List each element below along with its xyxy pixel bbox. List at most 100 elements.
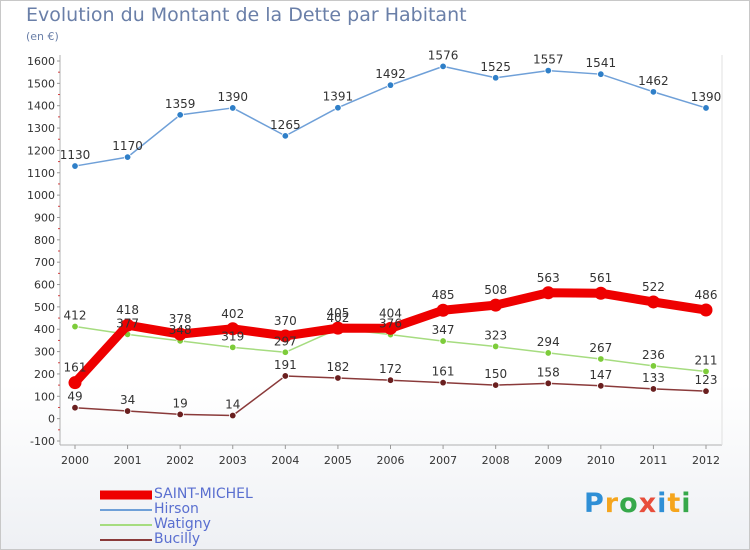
data-point-saint-michel: [489, 298, 503, 312]
data-point-watigny: [229, 343, 237, 352]
data-point-saint-michel: [68, 376, 82, 390]
logo-letter: t: [667, 488, 682, 519]
data-point-bucilly: [544, 379, 552, 388]
x-tick-label: 2001: [114, 454, 142, 467]
data-label-saint-michel: 485: [432, 288, 455, 302]
data-label-hirson: 1576: [428, 48, 459, 62]
x-tick-label: 2009: [534, 454, 562, 467]
data-point-hirson: [702, 104, 710, 112]
data-point-bucilly: [123, 407, 132, 415]
chart-subtitle: (en €): [26, 30, 59, 43]
data-label-saint-michel: 522: [642, 280, 665, 294]
data-label-hirson: 1390: [217, 90, 248, 104]
data-label-saint-michel: 404: [379, 306, 402, 320]
data-label-saint-michel: 402: [221, 307, 244, 321]
data-point-watigny: [702, 367, 710, 376]
y-tick-label: 1500: [27, 77, 55, 90]
data-label-watigny: 267: [589, 341, 612, 355]
data-point-bucilly: [439, 378, 447, 387]
y-tick-label: 1100: [27, 167, 55, 180]
data-point-bucilly: [491, 381, 500, 389]
data-point-hirson: [491, 74, 500, 82]
data-point-saint-michel: [646, 295, 660, 309]
data-label-bucilly: 150: [484, 367, 507, 381]
data-point-bucilly: [597, 382, 605, 390]
data-point-bucilly: [702, 387, 710, 395]
data-label-bucilly: 14: [225, 398, 240, 412]
y-tick-label: 800: [34, 234, 55, 247]
proxiti-logo: Proxiti: [584, 488, 692, 519]
data-point-watigny: [491, 342, 500, 351]
data-label-watigny: 211: [695, 353, 718, 367]
data-label-bucilly: 172: [379, 362, 402, 376]
data-label-bucilly: 34: [120, 393, 135, 407]
x-tick-label: 2003: [219, 454, 247, 467]
data-label-watigny: 319: [221, 329, 244, 343]
y-tick-label: -100: [30, 435, 55, 448]
logo-letter: P: [584, 488, 605, 519]
data-label-watigny: 236: [642, 348, 665, 362]
data-point-saint-michel: [331, 321, 345, 335]
data-point-watigny: [597, 355, 605, 363]
data-point-saint-michel: [121, 318, 135, 332]
data-point-hirson: [176, 111, 184, 119]
data-point-bucilly: [649, 385, 658, 393]
data-label-watigny: 294: [537, 335, 560, 349]
data-point-saint-michel: [699, 303, 713, 317]
legend-label: Watigny: [154, 516, 211, 532]
y-tick-label: 300: [34, 346, 55, 359]
logo-letter: i: [657, 488, 668, 519]
data-label-watigny: 376: [379, 317, 402, 331]
data-point-hirson: [439, 62, 447, 71]
data-point-hirson: [386, 81, 395, 89]
y-tick-label: 1400: [27, 100, 55, 113]
data-point-hirson: [649, 88, 658, 96]
data-label-watigny: 412: [64, 309, 87, 323]
data-label-bucilly: 123: [695, 373, 718, 387]
logo-letter: r: [604, 488, 620, 519]
x-tick-label: 2006: [377, 454, 405, 467]
data-point-bucilly: [176, 410, 184, 419]
y-tick-label: 700: [34, 256, 55, 269]
data-point-bucilly: [229, 411, 237, 420]
data-label-hirson: 1390: [691, 90, 722, 104]
logo-letter: x: [638, 488, 658, 519]
legend-swatch: [100, 523, 152, 526]
logo-letter: o: [619, 488, 639, 519]
legend-label: SAINT-MICHEL: [154, 486, 253, 502]
data-label-bucilly: 158: [537, 365, 560, 379]
data-point-saint-michel: [173, 327, 187, 341]
data-point-saint-michel: [436, 303, 450, 317]
data-point-bucilly: [386, 376, 395, 384]
data-label-bucilly: 161: [432, 365, 455, 379]
legend-swatch: [100, 538, 152, 541]
y-tick-label: 1300: [27, 122, 55, 135]
x-tick-label: 2002: [166, 454, 194, 467]
data-label-saint-michel: 418: [116, 303, 139, 317]
data-label-bucilly: 147: [589, 368, 612, 382]
data-label-hirson: 1462: [638, 74, 669, 88]
data-label-watigny: 348: [169, 323, 192, 337]
data-point-hirson: [123, 153, 132, 161]
data-point-hirson: [334, 104, 342, 112]
data-label-hirson: 1130: [60, 148, 91, 162]
data-label-watigny: 323: [484, 328, 507, 342]
logo-letter: i: [681, 488, 692, 519]
data-point-saint-michel: [384, 321, 397, 335]
data-label-saint-michel: 508: [484, 283, 507, 297]
data-point-saint-michel: [594, 286, 608, 300]
data-label-saint-michel: 561: [589, 271, 612, 285]
y-tick-label: 100: [34, 390, 55, 403]
data-point-hirson: [281, 132, 290, 140]
data-label-hirson: 1541: [586, 56, 617, 70]
data-point-saint-michel: [278, 329, 292, 343]
data-label-hirson: 1170: [112, 139, 143, 153]
data-label-hirson: 1359: [165, 97, 196, 111]
data-label-saint-michel: 563: [537, 271, 560, 285]
data-point-watigny: [544, 349, 552, 357]
y-tick-label: 200: [34, 368, 55, 381]
data-point-hirson: [544, 66, 552, 75]
y-tick-label: 400: [34, 323, 55, 336]
data-label-saint-michel: 405: [326, 306, 349, 320]
data-label-hirson: 1492: [375, 67, 406, 81]
